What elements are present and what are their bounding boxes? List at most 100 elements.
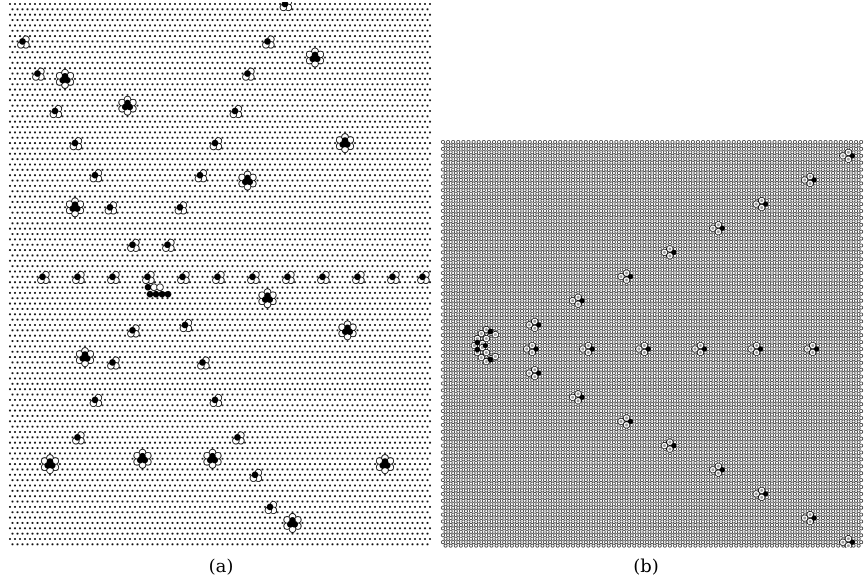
lattice-site — [23, 216, 27, 220]
lattice-site — [393, 24, 397, 27]
lattice-site — [88, 35, 92, 38]
lattice-site — [53, 35, 57, 38]
lattice-site — [153, 99, 157, 102]
lattice-site — [348, 24, 352, 27]
lattice-site — [16, 168, 19, 171]
lattice-site — [228, 259, 232, 262]
lattice-site — [358, 163, 362, 166]
lattice-site — [163, 56, 167, 59]
lattice-site — [401, 275, 404, 278]
lattice-site — [121, 136, 124, 139]
lattice-site — [123, 270, 127, 273]
lattice-site — [403, 195, 407, 198]
lattice-site — [41, 286, 44, 289]
lattice-site — [141, 104, 144, 107]
lattice-site — [263, 174, 267, 177]
lattice-site — [421, 158, 424, 161]
lattice-site — [251, 265, 254, 268]
lattice-site — [401, 158, 404, 161]
lattice-site — [23, 13, 27, 16]
lattice-site — [391, 29, 394, 32]
lattice-site — [426, 243, 429, 246]
lattice-site — [286, 233, 289, 236]
lattice-site — [403, 216, 407, 220]
lattice-site — [63, 195, 67, 198]
lattice-site — [236, 136, 239, 139]
lattice-site — [168, 270, 172, 273]
lattice-site — [298, 99, 302, 102]
lattice-site — [381, 168, 384, 171]
lattice-site — [153, 56, 157, 59]
lattice-site — [203, 152, 207, 155]
lattice-site — [373, 281, 377, 284]
lattice-site — [266, 72, 269, 75]
lattice-site — [293, 56, 297, 59]
lattice-site — [151, 104, 154, 107]
lattice-site — [58, 56, 62, 59]
lattice-site — [386, 286, 389, 289]
lattice-site — [196, 115, 199, 118]
lattice-site — [36, 126, 39, 129]
lattice-site — [413, 24, 417, 27]
lattice-site — [193, 152, 197, 155]
lattice-site — [176, 233, 179, 236]
lattice-site — [206, 275, 209, 278]
lattice-site — [378, 163, 382, 166]
lattice-site — [36, 254, 39, 257]
lattice-site — [116, 104, 119, 107]
lattice-site — [316, 19, 319, 22]
lattice-site — [273, 13, 277, 16]
lattice-site — [351, 200, 354, 203]
lattice-site — [78, 24, 82, 27]
lattice-site — [181, 8, 184, 11]
lattice-site — [373, 227, 377, 230]
lattice-site — [58, 45, 62, 48]
lattice-site — [368, 291, 372, 294]
lattice-site — [173, 88, 177, 91]
lattice-site — [261, 8, 264, 11]
lattice-site — [328, 35, 332, 38]
lattice-site — [216, 168, 219, 171]
lattice-site — [278, 249, 282, 252]
lattice-site — [226, 29, 229, 32]
lattice-site — [126, 40, 129, 43]
lattice-site — [43, 259, 47, 262]
lattice-site — [211, 233, 214, 236]
lattice-site — [346, 222, 349, 225]
lattice-site — [71, 61, 74, 64]
lattice-site — [241, 115, 244, 118]
lattice-site — [273, 259, 277, 262]
lattice-site — [348, 270, 352, 273]
lattice-site — [118, 163, 122, 166]
lattice-site — [358, 109, 362, 113]
lattice-site — [33, 35, 37, 38]
lattice-site — [23, 120, 27, 123]
lattice-site — [216, 104, 219, 107]
lattice-site — [133, 195, 137, 198]
lattice-site — [393, 195, 397, 198]
lattice-site — [28, 35, 32, 38]
lattice-site — [373, 77, 377, 80]
lattice-site — [46, 29, 49, 32]
lattice-site — [118, 88, 122, 91]
lattice-site — [51, 136, 54, 139]
lattice-site — [331, 222, 334, 225]
lattice-site — [218, 227, 222, 230]
lattice-site — [173, 120, 177, 123]
lattice-site — [171, 307, 174, 311]
lattice-site — [143, 195, 147, 198]
lattice-site — [381, 104, 384, 107]
lattice-site — [341, 275, 344, 278]
lattice-site — [373, 163, 377, 166]
lattice-site — [308, 184, 312, 187]
lattice-site — [346, 307, 349, 311]
lattice-site — [353, 174, 357, 177]
lattice-site — [218, 24, 222, 27]
lattice-site — [296, 254, 299, 257]
lattice-site — [48, 35, 52, 38]
lattice-site — [333, 216, 337, 220]
lattice-site — [358, 77, 362, 80]
lattice-site — [171, 29, 174, 32]
lattice-site — [331, 307, 334, 311]
lattice-site — [28, 238, 32, 241]
